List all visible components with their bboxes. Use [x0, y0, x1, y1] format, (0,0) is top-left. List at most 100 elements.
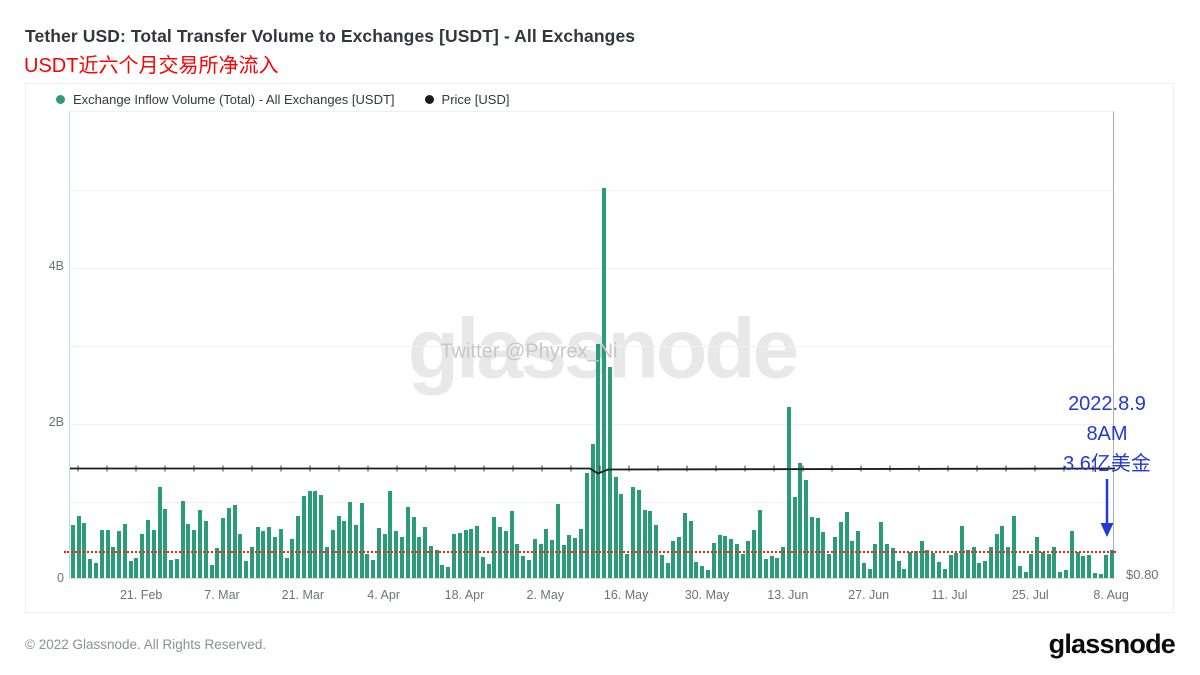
volume-bar[interactable]: [613, 477, 618, 578]
volume-bar[interactable]: [711, 543, 716, 578]
volume-bar[interactable]: [913, 551, 918, 578]
volume-bar[interactable]: [902, 569, 907, 578]
volume-bar[interactable]: [226, 508, 231, 578]
volume-bar[interactable]: [665, 563, 670, 578]
volume-bar[interactable]: [105, 530, 110, 578]
volume-bar[interactable]: [688, 521, 693, 578]
volume-bar[interactable]: [197, 510, 202, 578]
volume-bar[interactable]: [296, 516, 301, 578]
legend-item-inflow[interactable]: Exchange Inflow Volume (Total) - All Exc…: [56, 92, 395, 107]
volume-bar[interactable]: [469, 529, 474, 578]
volume-bar[interactable]: [642, 510, 647, 578]
volume-bar[interactable]: [261, 531, 266, 578]
volume-bar[interactable]: [1006, 547, 1011, 578]
volume-bar[interactable]: [827, 554, 832, 578]
volume-bar[interactable]: [221, 518, 225, 578]
volume-bar[interactable]: [94, 563, 98, 578]
volume-bar[interactable]: [919, 541, 924, 578]
volume-bar[interactable]: [411, 517, 416, 578]
volume-bar[interactable]: [850, 541, 855, 578]
volume-bar[interactable]: [400, 537, 404, 578]
volume-bar[interactable]: [169, 560, 173, 578]
volume-bar[interactable]: [428, 546, 433, 578]
volume-bar[interactable]: [798, 463, 803, 578]
volume-bar[interactable]: [908, 552, 912, 578]
volume-bar[interactable]: [209, 565, 214, 578]
volume-bar[interactable]: [636, 490, 641, 578]
volume-bar[interactable]: [1029, 554, 1034, 578]
volume-bar[interactable]: [740, 554, 745, 578]
volume-bar[interactable]: [994, 534, 999, 578]
volume-bar[interactable]: [82, 523, 87, 578]
volume-bar[interactable]: [809, 517, 814, 578]
volume-bar[interactable]: [238, 534, 243, 578]
volume-bar[interactable]: [157, 487, 162, 578]
volume-bar[interactable]: [232, 505, 237, 578]
volume-bar[interactable]: [313, 491, 318, 578]
volume-bar[interactable]: [451, 534, 456, 578]
volume-bar[interactable]: [555, 504, 560, 578]
volume-bar[interactable]: [382, 534, 387, 578]
volume-bar[interactable]: [1017, 566, 1022, 578]
volume-bar[interactable]: [977, 563, 982, 578]
legend-item-price[interactable]: Price [USD]: [424, 92, 509, 107]
volume-bar[interactable]: [1075, 552, 1080, 578]
volume-bar[interactable]: [700, 566, 705, 578]
volume-bar[interactable]: [1110, 550, 1115, 578]
volume-bar[interactable]: [521, 556, 526, 578]
volume-bar[interactable]: [619, 494, 624, 578]
volume-bar[interactable]: [203, 521, 208, 578]
volume-bar[interactable]: [694, 562, 699, 578]
volume-bar[interactable]: [833, 537, 837, 578]
volume-bar[interactable]: [856, 531, 861, 578]
volume-bar[interactable]: [544, 529, 549, 578]
volume-bar[interactable]: [492, 517, 497, 578]
volume-bar[interactable]: [983, 561, 988, 578]
volume-bar[interactable]: [757, 510, 762, 578]
volume-bar[interactable]: [319, 495, 324, 578]
volume-bar[interactable]: [867, 569, 872, 578]
volume-bar[interactable]: [365, 554, 370, 578]
volume-bar[interactable]: [769, 556, 774, 578]
volume-bar[interactable]: [936, 562, 941, 578]
volume-bar[interactable]: [151, 530, 156, 578]
volume-bar[interactable]: [717, 535, 722, 578]
volume-bar[interactable]: [1098, 574, 1103, 578]
volume-bar[interactable]: [1012, 516, 1016, 578]
volume-bar[interactable]: [342, 521, 347, 578]
volume-bar[interactable]: [746, 541, 751, 578]
volume-bar[interactable]: [648, 511, 653, 578]
volume-bar[interactable]: [1058, 572, 1063, 578]
volume-bar[interactable]: [527, 560, 531, 578]
volume-bar[interactable]: [180, 501, 185, 578]
volume-bar[interactable]: [145, 520, 150, 578]
volume-bar[interactable]: [117, 531, 122, 578]
volume-bar[interactable]: [174, 559, 179, 578]
volume-bar[interactable]: [480, 557, 485, 578]
volume-bar[interactable]: [532, 539, 537, 578]
volume-bar[interactable]: [405, 507, 410, 578]
volume-bar[interactable]: [861, 563, 866, 578]
volume-bar[interactable]: [896, 561, 901, 578]
volume-bar[interactable]: [1104, 555, 1109, 578]
volume-bar[interactable]: [417, 537, 422, 578]
volume-bar[interactable]: [76, 516, 81, 578]
volume-bar[interactable]: [734, 544, 739, 578]
volume-bar[interactable]: [215, 548, 220, 578]
volume-bar[interactable]: [290, 539, 295, 578]
volume-bar[interactable]: [573, 538, 578, 578]
volume-bar[interactable]: [844, 512, 849, 578]
volume-bar[interactable]: [1069, 531, 1074, 578]
volume-bar[interactable]: [596, 344, 601, 578]
volume-bar[interactable]: [752, 530, 757, 578]
volume-bar[interactable]: [503, 531, 508, 578]
volume-bar[interactable]: [273, 537, 277, 578]
volume-bar[interactable]: [723, 536, 728, 578]
volume-bar[interactable]: [971, 547, 976, 578]
volume-bar[interactable]: [625, 554, 630, 578]
volume-bar[interactable]: [948, 555, 953, 578]
volume-bar[interactable]: [336, 516, 341, 578]
volume-bar[interactable]: [515, 544, 520, 578]
volume-bar[interactable]: [1063, 570, 1068, 578]
volume-bar[interactable]: [1052, 547, 1057, 578]
